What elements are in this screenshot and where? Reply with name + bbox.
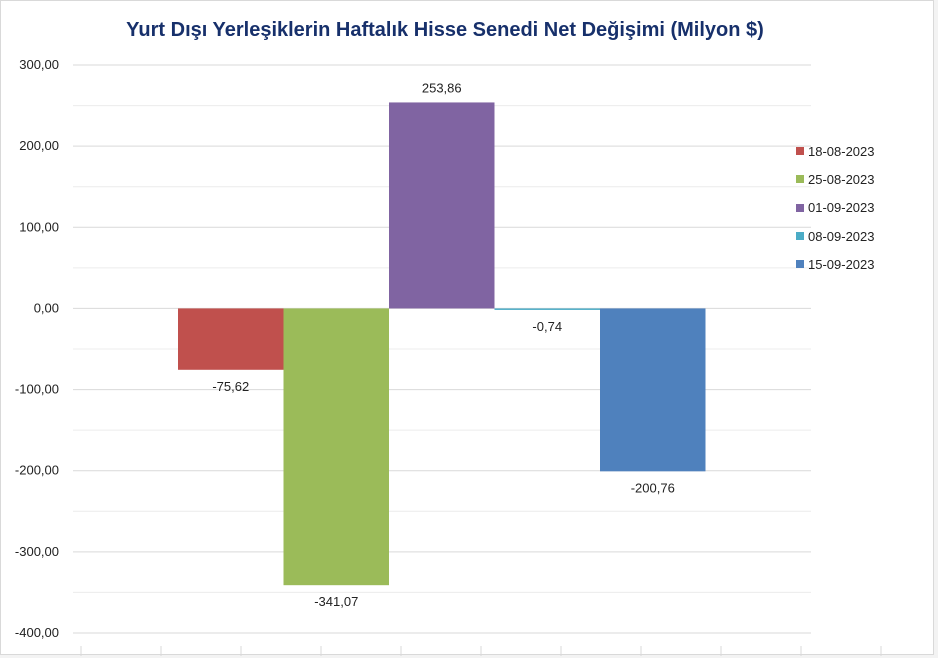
legend-label: 25-08-2023 <box>808 171 875 187</box>
data-label-15-09-2023: -200,76 <box>631 480 675 495</box>
data-label-18-08-2023: -75,62 <box>212 379 249 394</box>
y-tick-label: 100,00 <box>19 219 59 234</box>
y-tick-label: 300,00 <box>19 57 59 72</box>
y-tick-label: -100,00 <box>15 382 59 397</box>
legend-label: 08-09-2023 <box>808 228 875 244</box>
legend-label: 15-09-2023 <box>808 256 875 272</box>
bar-18-08-2023 <box>178 308 284 370</box>
legend-item: 01-09-2023 <box>796 194 875 222</box>
bar-01-09-2023 <box>389 102 495 309</box>
y-tick-label: -400,00 <box>15 625 59 640</box>
data-label-25-08-2023: -341,07 <box>314 594 358 609</box>
legend-item: 15-09-2023 <box>796 250 875 278</box>
legend-item: 25-08-2023 <box>796 165 875 193</box>
y-tick-label: 200,00 <box>19 138 59 153</box>
legend-item: 18-08-2023 <box>796 137 875 165</box>
data-label-08-09-2023: -0,74 <box>532 319 562 334</box>
legend-swatch <box>796 147 804 156</box>
legend-swatch <box>796 260 804 269</box>
legend-swatch <box>796 175 804 184</box>
legend-label: 18-08-2023 <box>808 143 875 159</box>
data-label-01-09-2023: 253,86 <box>422 80 462 95</box>
chart-title: Yurt Dışı Yerleşiklerin Haftalık Hisse S… <box>126 19 764 41</box>
y-tick-label: -300,00 <box>15 544 59 559</box>
legend-item: 08-09-2023 <box>796 222 875 250</box>
y-tick-label: -200,00 <box>15 463 59 478</box>
bar-15-09-2023 <box>600 308 706 472</box>
legend-swatch <box>796 232 804 241</box>
legend-label: 01-09-2023 <box>808 200 875 216</box>
legend-swatch <box>796 203 804 212</box>
bar-25-08-2023 <box>283 308 389 586</box>
legend: 18-08-2023 25-08-2023 01-09-2023 08-09-2023… <box>796 137 875 278</box>
y-tick-label: 0,00 <box>34 300 59 315</box>
bar-08-09-2023 <box>494 308 600 310</box>
